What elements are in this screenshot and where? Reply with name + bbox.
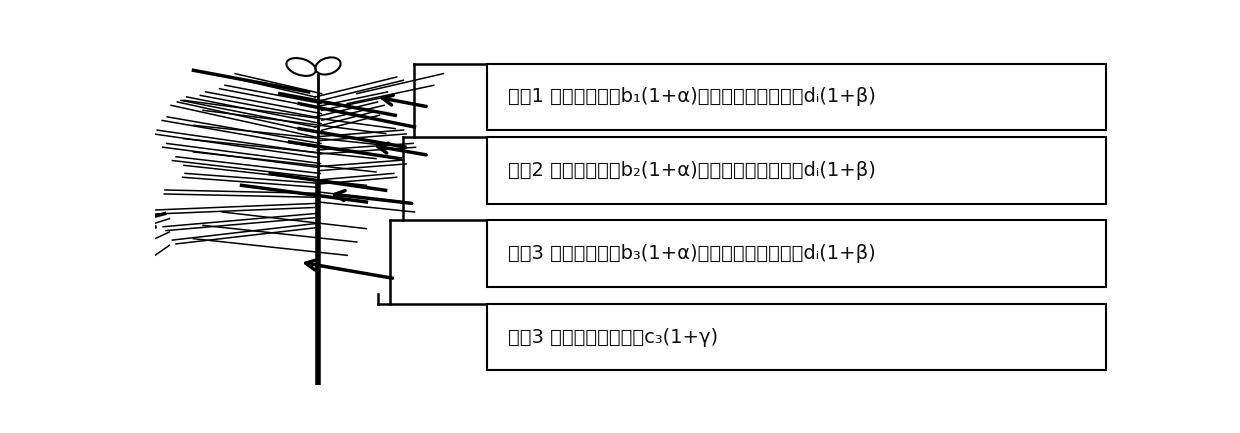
FancyBboxPatch shape — [486, 304, 1106, 370]
FancyBboxPatch shape — [486, 220, 1106, 287]
FancyBboxPatch shape — [486, 137, 1106, 204]
Text: 分杧2 最大预期长度b₂(1+α)及最大预期梢端直径dᵢ(1+β): 分杧2 最大预期长度b₂(1+α)及最大预期梢端直径dᵢ(1+β) — [507, 161, 875, 180]
Text: 分杧1 最大预期长度b₁(1+α)及最大预期梢端直径dᵢ(1+β): 分杧1 最大预期长度b₁(1+α)及最大预期梢端直径dᵢ(1+β) — [507, 87, 875, 107]
Text: 分杧3 最大预期分枝频率c₃(1+γ): 分杧3 最大预期分枝频率c₃(1+γ) — [507, 327, 718, 346]
Text: 分杧3 最大预期长度b₃(1+α)及最大预期梢端直径dᵢ(1+β): 分杧3 最大预期长度b₃(1+α)及最大预期梢端直径dᵢ(1+β) — [507, 244, 875, 263]
FancyBboxPatch shape — [486, 64, 1106, 130]
